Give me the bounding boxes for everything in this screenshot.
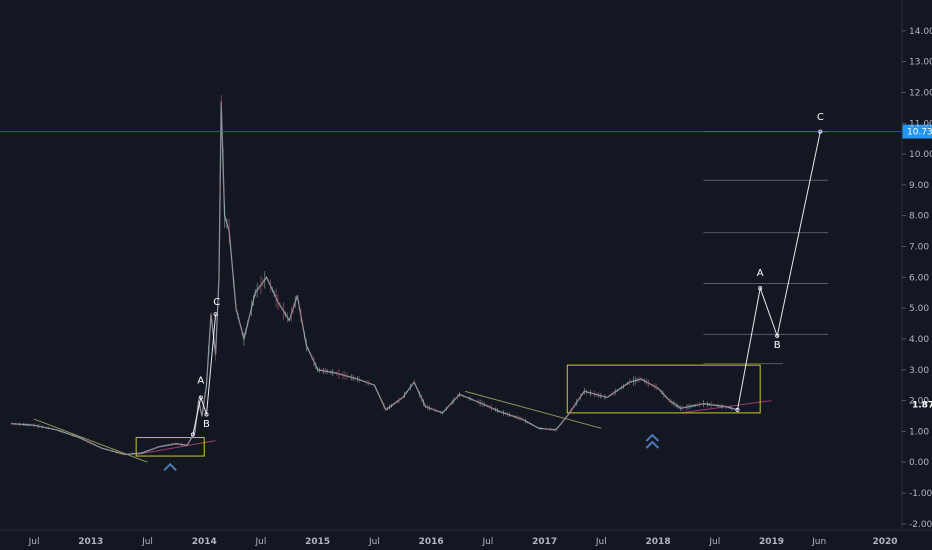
x-tick-label: Jul <box>255 537 267 547</box>
chevron-up-icon <box>645 433 660 442</box>
y-tick-label: 1.00 <box>909 427 929 437</box>
y-tick-label: 9.00 <box>909 181 929 191</box>
x-tick-label: 2015 <box>305 537 330 547</box>
trend-line <box>136 440 216 455</box>
y-tick-label: 8.00 <box>909 212 929 222</box>
chevron-up-icon <box>645 440 660 449</box>
wave-label: C <box>213 297 220 308</box>
wave-label: B <box>203 419 210 430</box>
wave-label: C <box>817 112 824 123</box>
y-tick-label: 10.00 <box>909 150 932 160</box>
wave-pivot <box>213 312 218 317</box>
last-price-label: 1.87 <box>912 401 932 411</box>
wave-pivot <box>818 129 823 134</box>
wave-paths: A B C A B C <box>190 112 824 437</box>
x-tick-label: Jul <box>141 537 153 547</box>
wave-pivot <box>198 395 203 400</box>
x-tick-label: 2018 <box>646 537 671 547</box>
x-tick-label: Jul <box>28 537 40 547</box>
chevron-up-icon <box>163 462 177 471</box>
x-tick-label: 2014 <box>192 537 217 547</box>
wave-pivot <box>204 412 209 417</box>
up-markers <box>163 433 660 471</box>
current-price-line: 10.73 <box>0 124 932 139</box>
y-tick-label: 14.00 <box>909 27 932 37</box>
x-tick-label: 2013 <box>78 537 103 547</box>
price-series <box>10 95 738 456</box>
y-tick-label: 2.00 <box>909 397 929 407</box>
trend-line <box>33 418 148 463</box>
x-tick-label: 2020 <box>872 537 897 547</box>
y-tick-label: -2.00 <box>909 520 932 530</box>
x-tick-label: Jul <box>481 537 493 547</box>
y-tick-label: 4.00 <box>909 335 929 345</box>
wave-pivot <box>775 333 780 338</box>
wave-pivot <box>735 407 740 412</box>
y-tick-label: -1.00 <box>909 489 932 499</box>
y-tick-label: 5.00 <box>909 304 929 314</box>
x-tick-label: Jul <box>708 537 720 547</box>
y-tick-label: 7.00 <box>909 243 929 253</box>
wave-label: A <box>757 268 764 279</box>
wave-label: A <box>197 376 204 387</box>
x-tick-label: Jul <box>595 537 607 547</box>
y-tick-label: 6.00 <box>909 273 929 283</box>
x-axis[interactable]: Jul 2013 Jul 2014 Jul 2015 Jul 2016 Jul 2017 Jul 20… <box>0 529 932 547</box>
x-tick-label: 2016 <box>419 537 444 547</box>
wave-pivot <box>190 432 195 437</box>
y-tick-label: 0.00 <box>909 458 929 468</box>
current-price-label: 10.73 <box>907 128 932 138</box>
y-tick-label: 13.00 <box>909 58 932 68</box>
current-price-badge <box>902 124 932 139</box>
wave-path <box>737 131 821 410</box>
y-tick-label: 3.00 <box>909 366 929 376</box>
x-tick-label: Jul <box>368 537 380 547</box>
range-box <box>566 364 761 414</box>
range-box <box>135 437 205 457</box>
range-boxes <box>135 364 761 457</box>
wave-pivot <box>758 286 763 291</box>
x-tick-label: 2017 <box>532 537 557 547</box>
y-axis[interactable]: -2.00 -1.00 0.00 1.00 2.00 3.00 4.00 5.00 6.00 7.… <box>901 0 932 530</box>
trend-line <box>465 390 602 429</box>
wave-path <box>192 314 217 435</box>
y-tick-label: 12.00 <box>909 88 932 98</box>
y-tick-label: 11.00 <box>909 119 932 129</box>
x-tick-label: Jun <box>811 537 826 547</box>
wave-label: B <box>774 340 781 351</box>
x-tick-label: 2019 <box>759 537 784 547</box>
